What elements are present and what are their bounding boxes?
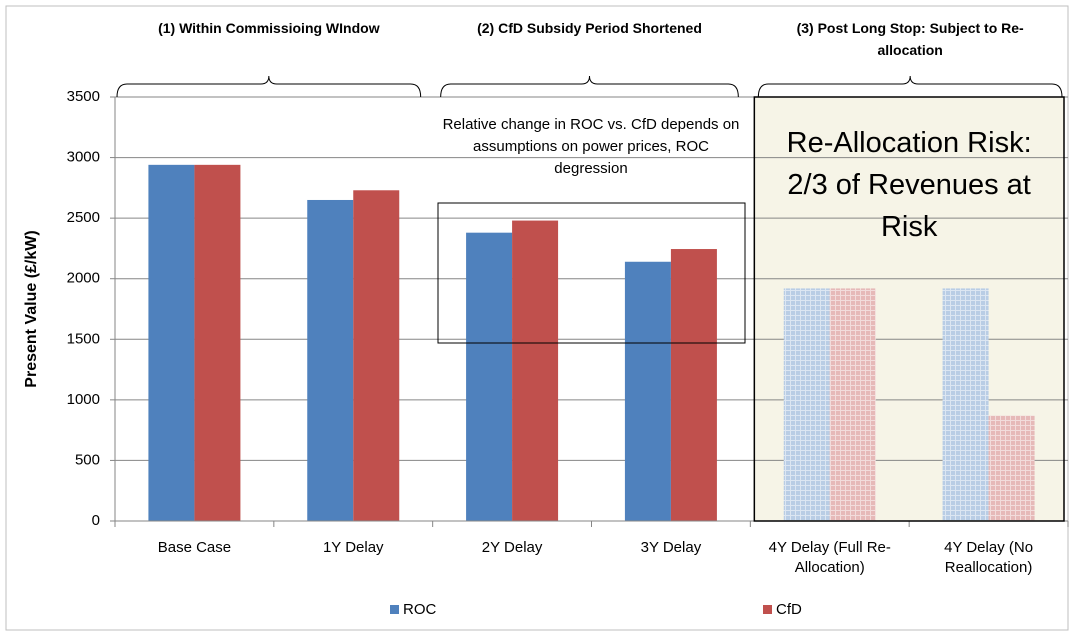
y-tick-label: 1000 [67, 391, 100, 408]
section-brace [440, 75, 739, 98]
risk-annotation: Re-Allocation Risk: 2/3 of Revenues at R… [786, 127, 1032, 243]
risk-zone-border [753, 96, 1065, 522]
legend-label: CfD [776, 601, 802, 618]
bar [466, 232, 513, 521]
legend-label: ROC [403, 601, 437, 618]
section-title-box: (1) Within Commissioing WIndow [158, 20, 380, 36]
x-tick-label: 3Y Delay [640, 539, 702, 556]
legend-swatch [390, 605, 399, 614]
x-tick-label-box: 2Y Delay [481, 539, 543, 556]
legend-swatch [763, 605, 772, 614]
y-tick-label: 3500 [67, 88, 100, 105]
bar [988, 415, 1035, 521]
x-tick-label-box: 3Y Delay [640, 539, 702, 556]
x-tick-label: 4Y Delay (Full Re-Allocation) [768, 539, 891, 576]
x-tick-label-box: 4Y Delay (No Reallocation) [944, 539, 1034, 576]
section-title-box: (3) Post Long Stop: Subject to Re-alloca… [796, 20, 1024, 58]
section-title: (3) Post Long Stop: Subject to Re-alloca… [796, 20, 1024, 58]
section-title: (2) CfD Subsidy Period Shortened [477, 20, 702, 36]
y-tick-label: 3000 [67, 149, 100, 166]
x-tick-label: Base Case [157, 539, 232, 556]
y-tick-label: 2000 [67, 270, 100, 287]
x-tick-label: 2Y Delay [481, 539, 543, 556]
y-tick-label: 2500 [67, 209, 100, 226]
section-brace [757, 75, 1063, 98]
section-brace [116, 75, 422, 98]
x-tick-label: 1Y Delay [322, 539, 384, 556]
bar [670, 249, 717, 521]
bar [353, 190, 400, 521]
section-title: (1) Within Commissioing WIndow [158, 20, 380, 36]
annotation: Relative change in ROC vs. CfD depends o… [442, 116, 740, 177]
y-axis-label: Present Value (£/kW) [23, 230, 40, 387]
section-title-box: (2) CfD Subsidy Period Shortened [477, 20, 702, 36]
x-tick-label-box: Base Case [157, 539, 232, 556]
bar [512, 220, 559, 521]
risk-annotation-box: Re-Allocation Risk: 2/3 of Revenues at R… [786, 127, 1032, 243]
bar [194, 164, 241, 521]
x-tick-label-box: 1Y Delay [322, 539, 384, 556]
bar [148, 164, 195, 521]
y-tick-label: 0 [92, 512, 100, 529]
bar [624, 261, 671, 521]
bar [829, 288, 876, 521]
bar [783, 288, 830, 521]
annotation-box: Relative change in ROC vs. CfD depends o… [442, 116, 740, 177]
y-tick-label: 500 [75, 451, 100, 468]
bar [307, 199, 354, 521]
x-tick-label: 4Y Delay (No Reallocation) [944, 539, 1034, 576]
annotation-box [437, 202, 746, 344]
x-tick-label-box: 4Y Delay (Full Re-Allocation) [768, 539, 891, 576]
bar [942, 288, 989, 521]
y-tick-label: 1500 [67, 330, 100, 347]
